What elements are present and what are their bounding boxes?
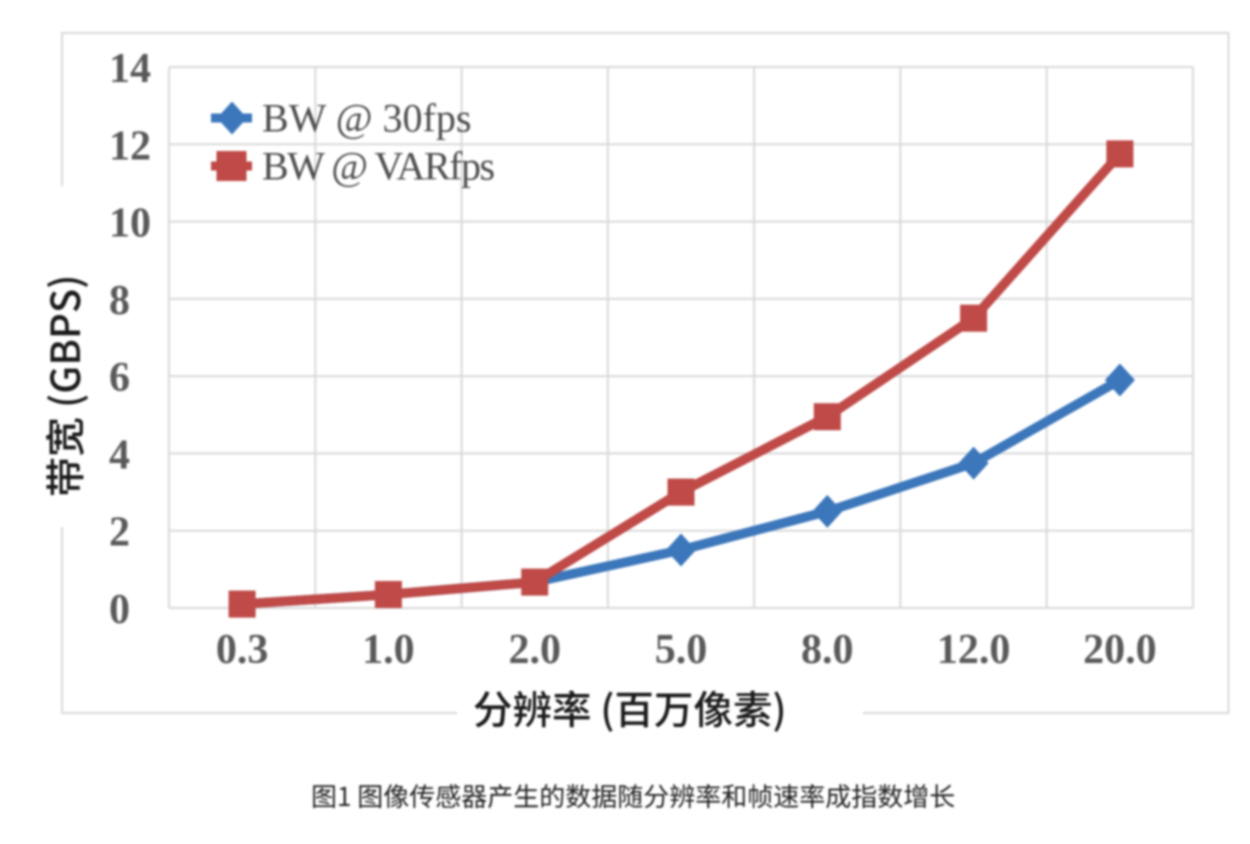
svg-text:0: 0 [109, 587, 130, 633]
svg-text:12.0: 12.0 [937, 627, 1011, 673]
svg-text:14: 14 [109, 46, 151, 92]
svg-text:BW @ 30fps: BW @ 30fps [262, 96, 471, 141]
svg-text:2: 2 [109, 510, 130, 556]
svg-text:6: 6 [109, 355, 130, 401]
svg-text:8: 8 [109, 278, 130, 324]
svg-text:0.3: 0.3 [216, 627, 269, 673]
svg-text:20.0: 20.0 [1083, 627, 1157, 673]
svg-text:1.0: 1.0 [362, 627, 415, 673]
svg-text:12: 12 [109, 123, 151, 169]
svg-text:8.0: 8.0 [801, 627, 854, 673]
svg-text:4: 4 [109, 432, 130, 478]
svg-text:BW @ VARfps: BW @ VARfps [262, 144, 494, 189]
svg-text:2.0: 2.0 [508, 627, 561, 673]
svg-text:10: 10 [109, 201, 151, 247]
svg-text:5.0: 5.0 [655, 627, 708, 673]
